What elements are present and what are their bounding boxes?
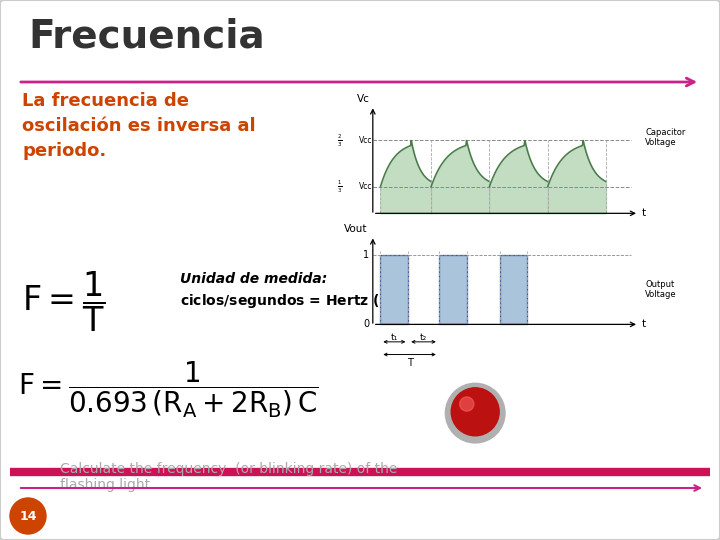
Text: $\frac{2}{3}$: $\frac{2}{3}$: [338, 132, 343, 149]
Text: $\mathsf{F = \dfrac{1}{T}}$: $\mathsf{F = \dfrac{1}{T}}$: [22, 270, 105, 334]
Text: $\mathsf{F = \dfrac{1}{0.693\,(R_A + 2R_B)\,C}}$: $\mathsf{F = \dfrac{1}{0.693\,(R_A + 2R_…: [18, 360, 318, 421]
Bar: [438, 254, 467, 325]
Circle shape: [10, 498, 46, 534]
Text: t₁: t₁: [391, 333, 398, 342]
Text: Capacitor
Voltage: Capacitor Voltage: [645, 127, 685, 147]
Text: t₂: t₂: [420, 333, 427, 342]
Text: Calculate the frequency  (or blinking rate) of the: Calculate the frequency (or blinking rat…: [60, 462, 397, 476]
Text: flashing light: flashing light: [60, 478, 150, 492]
Text: T: T: [407, 357, 413, 368]
Text: Vc: Vc: [357, 94, 370, 104]
Text: Output
Voltage: Output Voltage: [645, 280, 677, 299]
Text: 0: 0: [363, 319, 369, 329]
Text: Vout: Vout: [344, 224, 368, 234]
Text: t: t: [642, 208, 646, 218]
Circle shape: [446, 383, 505, 443]
Text: t: t: [642, 319, 646, 329]
Circle shape: [459, 397, 474, 411]
Text: 14: 14: [19, 510, 37, 523]
Text: Vcc: Vcc: [359, 182, 372, 191]
Text: Unidad de medida:: Unidad de medida:: [180, 272, 328, 286]
Text: 1: 1: [363, 249, 369, 260]
Bar: [500, 254, 528, 325]
Text: ciclos/segundos = Hertz $\mathbf{(Hz)}$: ciclos/segundos = Hertz $\mathbf{(Hz)}$: [180, 292, 406, 310]
Text: Vcc: Vcc: [359, 136, 372, 145]
Bar: [380, 254, 408, 325]
Text: $\frac{1}{3}$: $\frac{1}{3}$: [338, 179, 343, 195]
Text: Frecuencia: Frecuencia: [28, 18, 265, 56]
Circle shape: [451, 388, 499, 436]
Text: La frecuencia de
oscilación es inversa al
periodo.: La frecuencia de oscilación es inversa a…: [22, 92, 256, 160]
